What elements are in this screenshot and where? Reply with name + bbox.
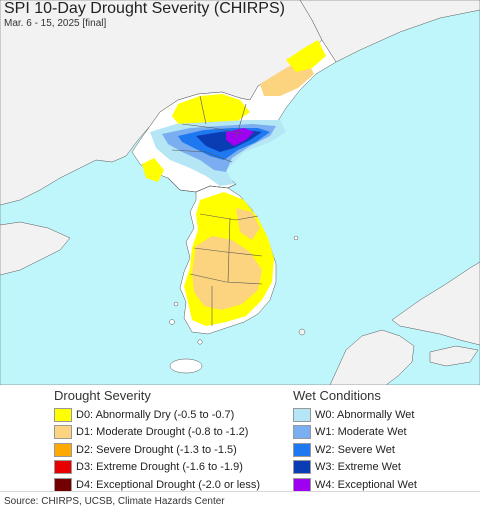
island-south-1 (197, 339, 203, 345)
legend-item-d2: D2: Severe Drought (-1.3 to -1.5) (54, 441, 260, 459)
area-d1-east-korea (236, 208, 260, 240)
swatch-w4 (293, 477, 311, 492)
legend-item-d3: D3: Extreme Drought (-1.6 to -1.9) (54, 459, 260, 477)
area-w4-peak (226, 128, 254, 146)
swatch-w0 (293, 407, 311, 422)
japan-kyushu (329, 329, 415, 385)
shandong-peninsula (0, 221, 71, 276)
legend-label-d4: D4: Exceptional Drought (-2.0 or less) (76, 478, 261, 491)
legend-drought: Drought Severity D0: Abnormally Dry (-0.… (54, 388, 260, 494)
province-lines-north (171, 95, 247, 163)
island-tsushima (298, 328, 306, 336)
japan-honshu (391, 261, 480, 346)
swatch-d1 (54, 425, 72, 440)
legend-label-w0: W0: Abnormally Wet (315, 408, 415, 421)
legend-label-w4: W4: Exceptional Wet (315, 478, 417, 491)
swatch-d0 (54, 407, 72, 422)
legend-wet: Wet Conditions W0: Abnormally Wet W1: Mo… (293, 388, 417, 494)
swatch-d4 (54, 477, 72, 492)
legend-item-d1: D1: Moderate Drought (-0.8 to -1.2) (54, 424, 260, 442)
legend-label-d1: D1: Moderate Drought (-0.8 to -1.2) (76, 426, 249, 439)
legend-item-d4: D4: Exceptional Drought (-2.0 or less) (54, 476, 260, 494)
legend-wet-heading: Wet Conditions (293, 388, 381, 403)
area-d0-northeast (286, 40, 326, 72)
source-credit: Source: CHIRPS, UCSB, Climate Hazards Ce… (4, 496, 225, 507)
legend-drought-heading: Drought Severity (54, 388, 151, 403)
swatch-w1 (293, 425, 311, 440)
swatch-w3 (293, 460, 311, 475)
area-d0-west-nk (142, 158, 164, 182)
legend-label-d2: D2: Severe Drought (-1.3 to -1.5) (76, 443, 237, 456)
legend-label-w3: W3: Extreme Wet (315, 461, 401, 474)
legend-item-w1: W1: Moderate Wet (293, 424, 417, 442)
russia-coast (299, 0, 480, 63)
legend-item-w2: W2: Severe Wet (293, 441, 417, 459)
legend-label-w1: W1: Moderate Wet (315, 426, 407, 439)
legend-label-w2: W2: Severe Wet (315, 443, 395, 456)
legend-label-d0: D0: Abnormally Dry (-0.5 to -0.7) (76, 408, 235, 421)
island-ulleung (293, 235, 299, 241)
swatch-d3 (54, 460, 72, 475)
legend-label-d3: D3: Extreme Drought (-1.6 to -1.9) (76, 461, 243, 474)
drought-map (0, 0, 480, 385)
island-west-1 (169, 319, 175, 325)
legend-item-w0: W0: Abnormally Wet (293, 406, 417, 424)
map-title: SPI 10-Day Drought Severity (CHIRPS) (4, 0, 285, 17)
area-d1-south-korea (192, 236, 262, 310)
island-west-2 (173, 301, 179, 307)
province-lines-south (189, 213, 263, 326)
map-subtitle: Mar. 6 - 15, 2025 [final] (4, 18, 107, 29)
legend-item-w4: W4: Exceptional Wet (293, 476, 417, 494)
japan-shikoku (429, 345, 479, 367)
footer-divider (0, 491, 480, 492)
swatch-w2 (293, 442, 311, 457)
jeju-island (169, 358, 203, 374)
legend-item-d0: D0: Abnormally Dry (-0.5 to -0.7) (54, 406, 260, 424)
dmz-border (167, 177, 237, 193)
legend-item-w3: W3: Extreme Wet (293, 459, 417, 477)
swatch-d2 (54, 442, 72, 457)
